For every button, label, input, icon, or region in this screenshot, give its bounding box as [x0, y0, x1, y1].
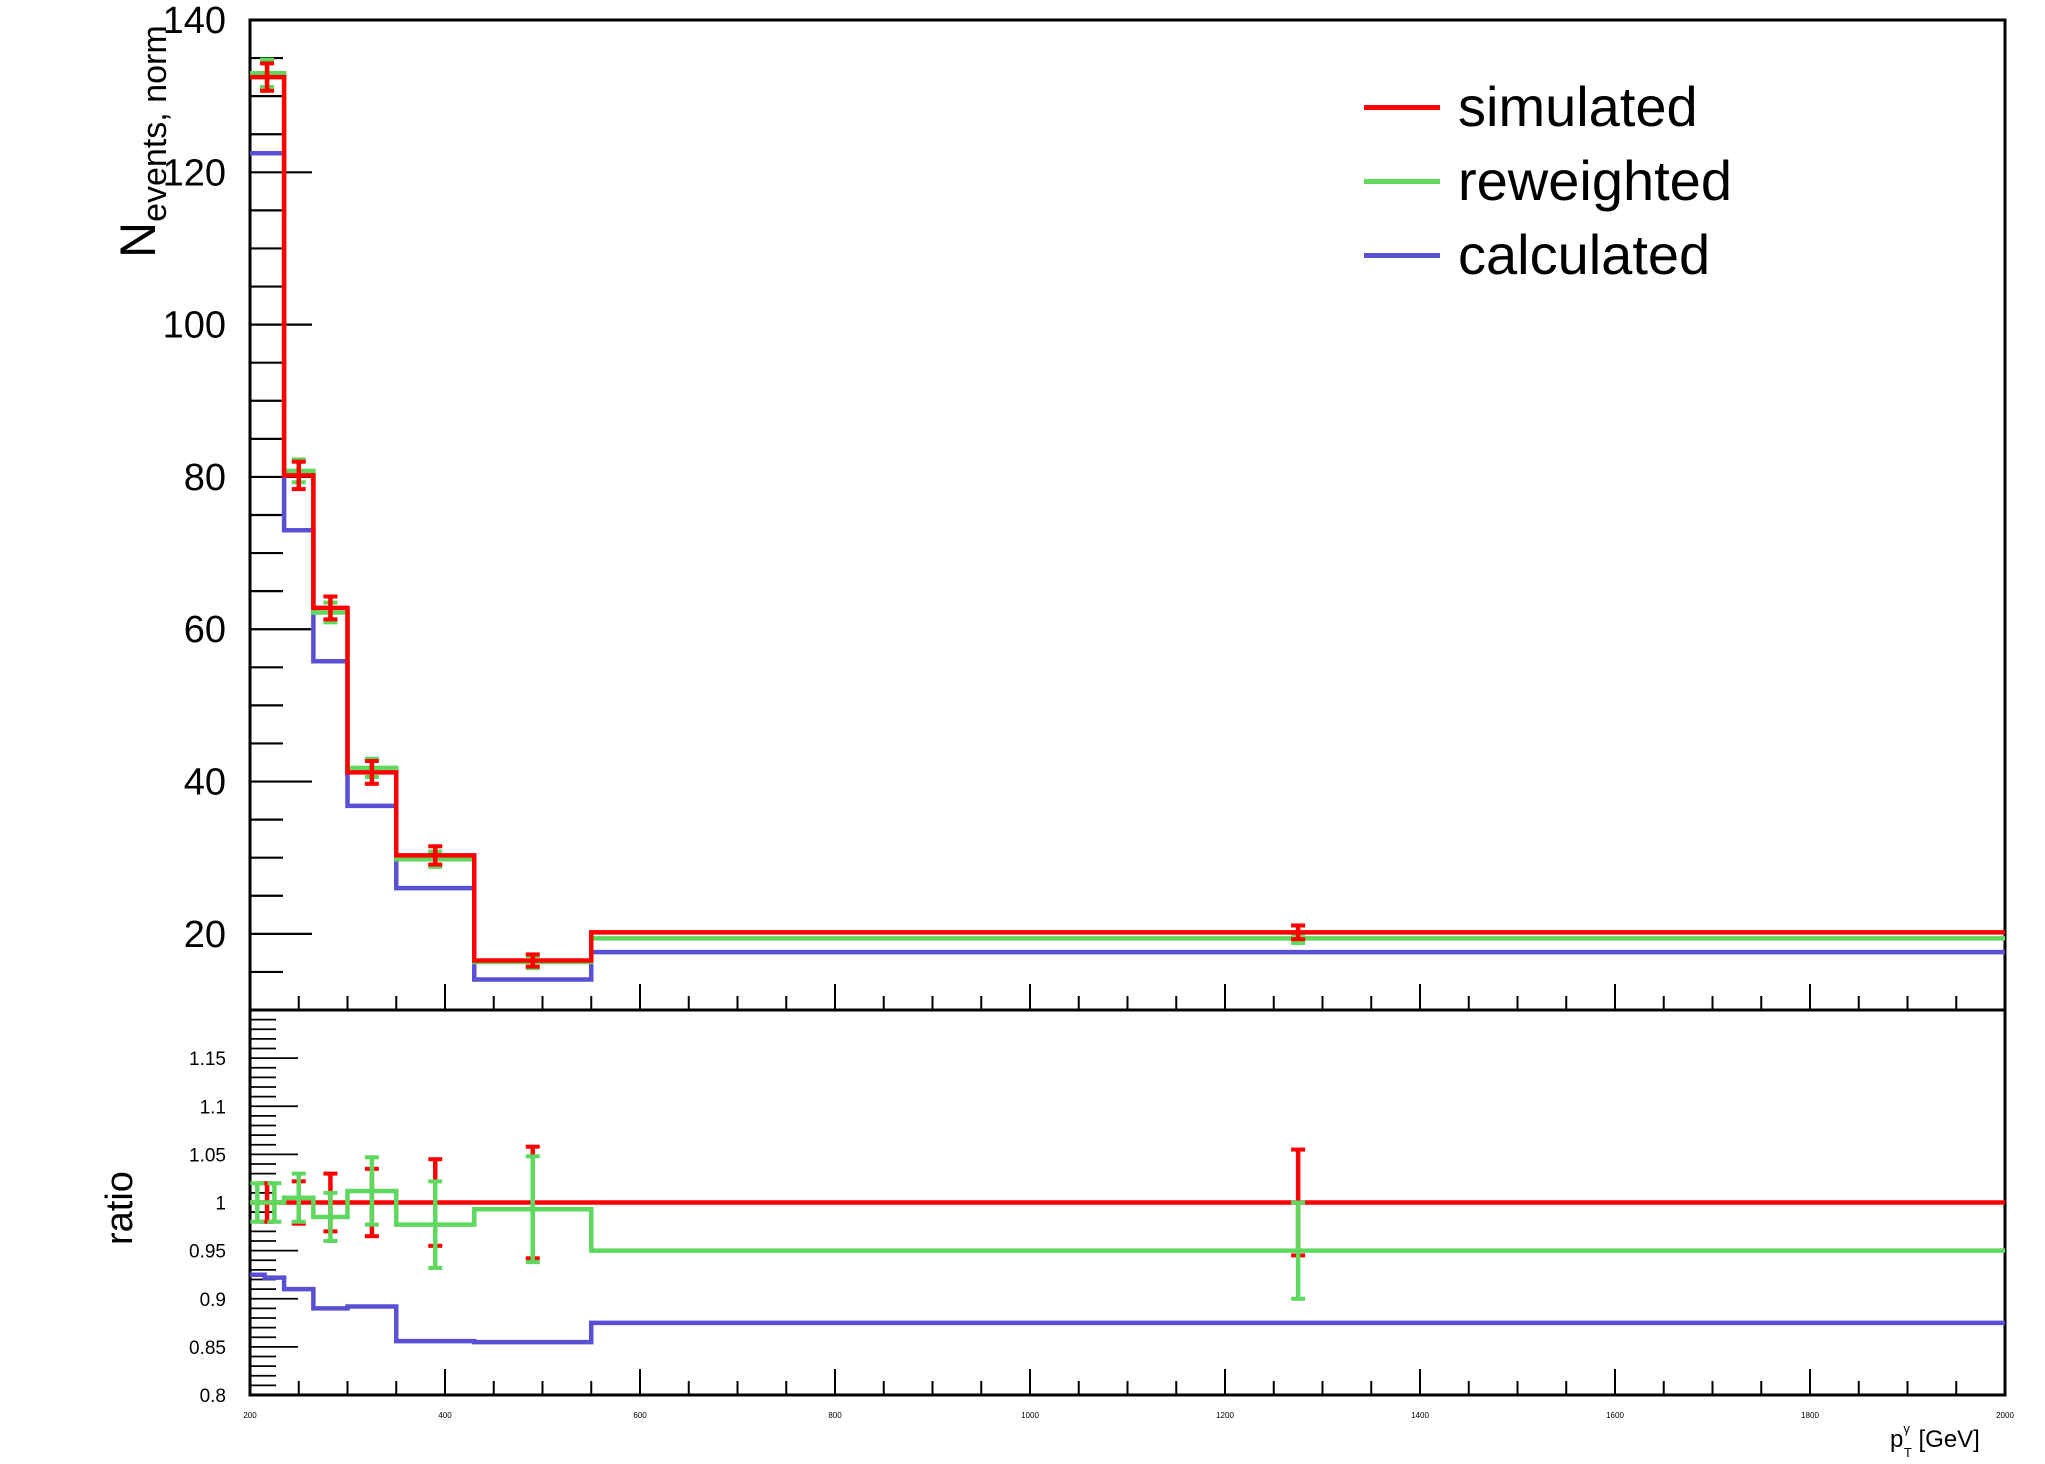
legend-item-reweighted: reweighted: [1360, 146, 1780, 216]
x-tick-label: 2000: [1996, 1411, 2014, 1420]
legend-swatch-simulated: [1364, 105, 1440, 110]
ratio-y-tick-label: 0.9: [200, 1290, 226, 1311]
x-tick-label: 1600: [1606, 1411, 1624, 1420]
x-ticks: 200 400 600 800 1000 1200 1400 1600 1800 2000: [243, 984, 2014, 1420]
x-label-p: p: [1890, 1426, 1904, 1453]
main-y-tick-label: 120: [163, 152, 226, 194]
legend-label-simulated: simulated: [1458, 75, 1698, 138]
legend-item-simulated: simulated: [1360, 72, 1780, 142]
main-y-tick-label: 40: [184, 762, 226, 804]
main-series: [250, 57, 2005, 982]
x-tick-label: 1200: [1216, 1411, 1234, 1420]
ratio-y-tick-label: 1.1: [200, 1097, 226, 1118]
ratio-series-calculated: [250, 1272, 2005, 1345]
x-label-sup: γ: [1903, 1421, 1910, 1436]
x-tick-label: 600: [633, 1411, 647, 1420]
ratio-ylabel-text: ratio: [99, 1171, 141, 1245]
x-tick-label: 1000: [1021, 1411, 1039, 1420]
ratio-y-tick-label: 0.95: [189, 1242, 226, 1263]
main-y-tick-label: 100: [163, 305, 226, 347]
main-y-tick-label: 20: [184, 914, 226, 956]
x-label-unit: [GeV]: [1918, 1426, 1980, 1453]
legend-label-reweighted: reweighted: [1458, 149, 1732, 212]
main-ylabel-text: N: [110, 221, 166, 258]
main-y-tick-label: 140: [163, 0, 226, 42]
x-tick-label: 800: [828, 1411, 842, 1420]
ratio-y-tick-label: 1.15: [189, 1049, 226, 1070]
x-label-sub: T: [1903, 1445, 1912, 1460]
ratio-series-reweighted: [250, 1188, 2005, 1253]
x-tick-label: 400: [438, 1411, 452, 1420]
ratio-y-tick-label: 0.85: [189, 1338, 226, 1359]
main-ylabel-sub: events, norm: [136, 25, 174, 222]
main-series-calculated: [250, 151, 2005, 982]
legend-swatch-calculated: [1364, 253, 1440, 258]
ratio-y-axis-label: ratio: [60, 1160, 141, 1270]
legend-swatch-reweighted: [1364, 179, 1440, 184]
legend: simulated reweighted calculated: [1360, 72, 1780, 302]
ratio-y-tick-label: 0.8: [200, 1386, 226, 1407]
main-y-ticks: 20 40 60 80 100 120 140: [163, 0, 312, 974]
ratio-series: [250, 1144, 2005, 1345]
x-tick-label: 1400: [1411, 1411, 1429, 1420]
x-axis-label: pγT [GeV]: [1890, 1421, 1980, 1460]
ratio-y-tick-label: 1: [215, 1194, 226, 1215]
x-tick-label: 200: [243, 1411, 257, 1420]
main-y-axis-label: Nevents, norm: [38, 18, 174, 258]
main-y-tick-label: 80: [184, 457, 226, 499]
main-y-tick-label: 60: [184, 609, 226, 651]
ratio-y-ticks: 0.8 0.85 0.9 0.95 1 1.05 1.1 1.15: [189, 1009, 298, 1407]
legend-item-calculated: calculated: [1360, 220, 1780, 290]
ratio-y-tick-label: 1.05: [189, 1145, 226, 1166]
x-tick-label: 1800: [1801, 1411, 1819, 1420]
legend-label-calculated: calculated: [1458, 223, 1711, 286]
